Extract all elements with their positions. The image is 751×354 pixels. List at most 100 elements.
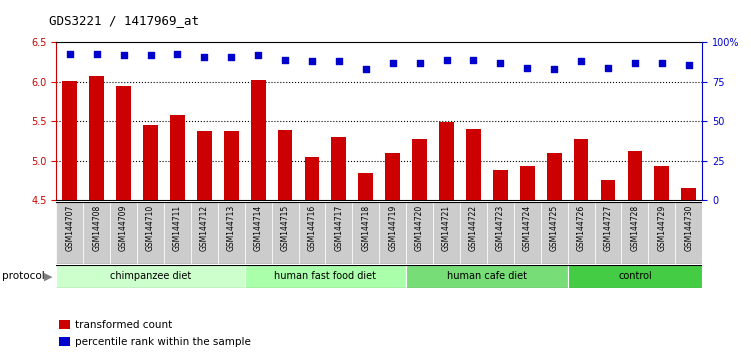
Text: protocol: protocol — [2, 271, 45, 281]
Point — [171, 51, 183, 56]
Bar — [358, 173, 373, 200]
FancyBboxPatch shape — [487, 202, 514, 264]
Bar — [439, 122, 454, 200]
Point — [521, 65, 533, 70]
FancyBboxPatch shape — [218, 202, 245, 264]
FancyBboxPatch shape — [406, 265, 568, 288]
Point — [467, 57, 479, 63]
Text: GSM144718: GSM144718 — [361, 205, 370, 251]
Text: control: control — [618, 271, 652, 281]
FancyBboxPatch shape — [460, 202, 487, 264]
FancyBboxPatch shape — [110, 202, 137, 264]
FancyBboxPatch shape — [406, 202, 433, 264]
Bar — [59, 320, 70, 329]
Point — [602, 65, 614, 70]
Point — [279, 57, 291, 63]
FancyBboxPatch shape — [272, 202, 299, 264]
Bar — [143, 125, 158, 200]
Point — [252, 52, 264, 58]
Bar — [89, 76, 104, 200]
FancyBboxPatch shape — [648, 202, 675, 264]
Bar — [331, 137, 346, 200]
FancyBboxPatch shape — [56, 265, 245, 288]
Bar — [547, 153, 562, 200]
Point — [656, 60, 668, 66]
FancyBboxPatch shape — [299, 202, 325, 264]
Text: GSM144711: GSM144711 — [173, 205, 182, 251]
Point — [144, 52, 156, 58]
Text: human cafe diet: human cafe diet — [447, 271, 527, 281]
FancyBboxPatch shape — [56, 202, 83, 264]
FancyBboxPatch shape — [622, 202, 648, 264]
Bar — [197, 131, 212, 200]
Point — [441, 57, 453, 63]
Text: GSM144709: GSM144709 — [119, 205, 128, 251]
Point — [575, 58, 587, 64]
Text: GSM144715: GSM144715 — [281, 205, 290, 251]
FancyBboxPatch shape — [137, 202, 164, 264]
FancyBboxPatch shape — [568, 265, 702, 288]
FancyBboxPatch shape — [379, 202, 406, 264]
Bar — [493, 170, 508, 200]
Bar — [224, 131, 239, 200]
Text: GSM144723: GSM144723 — [496, 205, 505, 251]
Text: transformed count: transformed count — [75, 320, 172, 330]
Point — [64, 51, 76, 56]
Point — [91, 51, 103, 56]
Text: GSM144724: GSM144724 — [523, 205, 532, 251]
Point — [118, 52, 130, 58]
Bar — [385, 153, 400, 200]
Point — [548, 67, 560, 72]
FancyBboxPatch shape — [514, 202, 541, 264]
Text: GSM144720: GSM144720 — [415, 205, 424, 251]
FancyBboxPatch shape — [675, 202, 702, 264]
Text: GSM144719: GSM144719 — [388, 205, 397, 251]
Point — [360, 67, 372, 72]
Bar — [251, 80, 266, 200]
Text: ▶: ▶ — [44, 271, 52, 281]
Text: GSM144726: GSM144726 — [577, 205, 586, 251]
FancyBboxPatch shape — [352, 202, 379, 264]
Text: GSM144707: GSM144707 — [65, 205, 74, 251]
Text: chimpanzee diet: chimpanzee diet — [110, 271, 192, 281]
Point — [198, 54, 210, 59]
Point — [629, 60, 641, 66]
Bar — [305, 157, 319, 200]
Text: GSM144725: GSM144725 — [550, 205, 559, 251]
Bar — [654, 166, 669, 200]
FancyBboxPatch shape — [325, 202, 352, 264]
Bar — [59, 337, 70, 346]
Point — [333, 58, 345, 64]
Text: GSM144730: GSM144730 — [684, 205, 693, 251]
Bar — [681, 188, 696, 200]
Text: GSM144713: GSM144713 — [227, 205, 236, 251]
Bar — [62, 81, 77, 200]
FancyBboxPatch shape — [568, 202, 595, 264]
Text: GSM144717: GSM144717 — [334, 205, 343, 251]
Bar — [116, 86, 131, 200]
Text: GSM144708: GSM144708 — [92, 205, 101, 251]
Text: GSM144716: GSM144716 — [307, 205, 316, 251]
Text: GSM144710: GSM144710 — [146, 205, 155, 251]
Text: GSM144728: GSM144728 — [630, 205, 639, 251]
Bar — [601, 180, 615, 200]
FancyBboxPatch shape — [245, 202, 272, 264]
FancyBboxPatch shape — [245, 265, 406, 288]
Point — [414, 60, 426, 66]
FancyBboxPatch shape — [433, 202, 460, 264]
Text: human fast food diet: human fast food diet — [274, 271, 376, 281]
Text: GSM144714: GSM144714 — [254, 205, 263, 251]
FancyBboxPatch shape — [164, 202, 191, 264]
Bar — [520, 166, 535, 200]
FancyBboxPatch shape — [541, 202, 568, 264]
FancyBboxPatch shape — [83, 202, 110, 264]
FancyBboxPatch shape — [191, 202, 218, 264]
Text: GDS3221 / 1417969_at: GDS3221 / 1417969_at — [49, 14, 199, 27]
Point — [306, 58, 318, 64]
Bar — [628, 151, 642, 200]
Text: GSM144712: GSM144712 — [200, 205, 209, 251]
Bar — [278, 130, 292, 200]
Text: GSM144722: GSM144722 — [469, 205, 478, 251]
Bar — [574, 139, 589, 200]
Bar — [170, 115, 185, 200]
